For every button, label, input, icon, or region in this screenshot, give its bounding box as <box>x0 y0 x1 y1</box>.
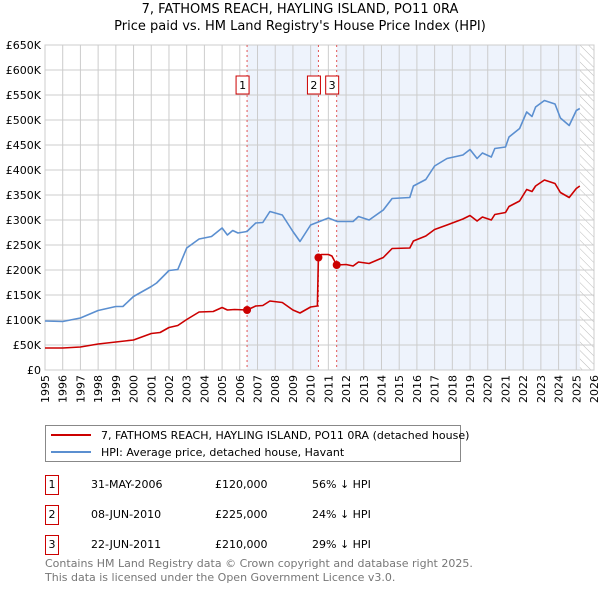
y-tick-label: £50K <box>13 339 42 352</box>
x-tick-label: 2020 <box>482 375 495 403</box>
x-tick-label: 1995 <box>39 375 52 403</box>
legend-swatch-hpi <box>51 451 91 453</box>
x-tick-label: 2003 <box>181 375 194 403</box>
sale-marker-label: 1 <box>239 79 246 92</box>
x-tick-label: 2011 <box>322 375 335 403</box>
y-tick-label: £400K <box>6 164 42 177</box>
x-tick-label: 2025 <box>570 375 583 403</box>
sale-date: 22-JUN-2011 <box>91 538 162 551</box>
plot-border <box>44 44 595 371</box>
x-tick-label: 2006 <box>234 375 247 403</box>
y-tick-label: £450K <box>6 139 42 152</box>
x-tick-label: 2022 <box>517 375 530 403</box>
price-chart: 1995 1996 1997 1998 1999 2000 2001 2002 2003 2004… <box>6 39 600 403</box>
sale-row: 1 31-MAY-2006 £120,000 56% ↓ HPI <box>45 475 445 495</box>
sale-row: 3 22-JUN-2011 £210,000 29% ↓ HPI <box>45 535 445 555</box>
sale-marker-box <box>306 75 321 95</box>
x-tick-label: 2018 <box>446 375 459 403</box>
sale-price: £120,000 <box>215 478 268 491</box>
x-tick-label: 1998 <box>92 375 105 403</box>
y-tick-label: £500K <box>6 114 42 127</box>
sale-point <box>243 306 252 314</box>
sale-marker-badge: 1 <box>45 475 59 495</box>
y-tick-label: £200K <box>6 264 42 277</box>
y-tick-label: £100K <box>6 314 42 327</box>
legend-swatch-property <box>51 434 91 436</box>
attribution-line1: Contains HM Land Registry data © Crown c… <box>45 557 473 570</box>
x-tick-label: 2019 <box>464 375 477 403</box>
x-tick-label: 2021 <box>499 375 512 403</box>
x-tick-label: 2001 <box>145 375 158 403</box>
sale-date: 31-MAY-2006 <box>91 478 163 491</box>
legend-item-hpi: HPI: Average price, detached house, Hava… <box>51 444 344 460</box>
x-tick-label: 2007 <box>252 375 265 403</box>
sale-point <box>332 261 341 269</box>
x-tick-label: 2015 <box>393 375 406 403</box>
x-tick-label: 2002 <box>163 375 176 403</box>
x-tick-label: 1996 <box>57 375 70 403</box>
x-tick-label: 2026 <box>588 375 600 403</box>
x-tick-label: 2008 <box>269 375 282 403</box>
shaded-period <box>247 45 319 370</box>
y-tick-label: £650K <box>6 39 42 52</box>
x-tick-label: 2010 <box>305 375 318 403</box>
shaded-period <box>336 45 580 370</box>
y-tick-label: £550K <box>6 89 42 102</box>
sale-price: £225,000 <box>215 508 268 521</box>
x-tick-label: 2009 <box>287 375 300 403</box>
x-tick-label: 2014 <box>375 375 388 403</box>
sale-marker-label: 3 <box>329 79 336 92</box>
future-hatch <box>579 45 594 370</box>
sale-marker-badge: 3 <box>45 535 59 555</box>
sale-row: 2 08-JUN-2010 £225,000 24% ↓ HPI <box>45 505 445 525</box>
sale-marker-box <box>325 75 340 95</box>
x-tick-label: 2000 <box>128 375 141 403</box>
y-tick-label: £250K <box>6 239 42 252</box>
sale-marker-badge: 2 <box>45 505 59 525</box>
x-tick-label: 2005 <box>216 375 229 403</box>
hpi-line <box>44 99 581 323</box>
legend-item-property: 7, FATHOMS REACH, HAYLING ISLAND, PO11 0… <box>51 427 469 443</box>
sale-marker-box <box>235 75 250 95</box>
sale-point <box>314 253 323 262</box>
y-tick-label: £300K <box>6 214 42 227</box>
x-tick-label: 1999 <box>110 375 123 403</box>
x-tick-label: 2024 <box>553 375 566 403</box>
x-tick-label: 2023 <box>535 375 548 403</box>
y-tick-label: £600K <box>6 64 42 77</box>
x-tick-label: 2013 <box>358 375 371 403</box>
x-tick-label: 2004 <box>198 375 211 403</box>
sale-date: 08-JUN-2010 <box>91 508 162 521</box>
chart-title-line1: 7, FATHOMS REACH, HAYLING ISLAND, PO11 0… <box>141 2 459 17</box>
x-tick-label: 2016 <box>411 375 424 403</box>
legend-label-property: 7, FATHOMS REACH, HAYLING ISLAND, PO11 0… <box>101 428 470 442</box>
y-tick-label: £0 <box>27 364 41 377</box>
legend-label-hpi: HPI: Average price, detached house, Hava… <box>101 445 345 459</box>
sale-hpi-delta: 24% ↓ HPI <box>312 508 371 521</box>
y-tick-label: £150K <box>6 289 42 302</box>
sale-price: £210,000 <box>215 538 268 551</box>
sale-hpi-delta: 56% ↓ HPI <box>312 478 371 491</box>
x-tick-label: 2012 <box>340 375 353 403</box>
sale-marker-label: 2 <box>310 79 317 92</box>
x-tick-label: 2017 <box>429 375 442 403</box>
attribution-line2: This data is licensed under the Open Gov… <box>45 571 396 584</box>
chart-legend: 7, FATHOMS REACH, HAYLING ISLAND, PO11 0… <box>45 425 469 462</box>
x-tick-label: 1997 <box>74 375 87 403</box>
y-tick-label: £350K <box>6 189 42 202</box>
chart-title-line2: Price paid vs. HM Land Registry's House … <box>114 19 486 34</box>
attribution: Contains HM Land Registry data © Crown c… <box>45 557 473 585</box>
sale-hpi-delta: 29% ↓ HPI <box>312 538 371 551</box>
